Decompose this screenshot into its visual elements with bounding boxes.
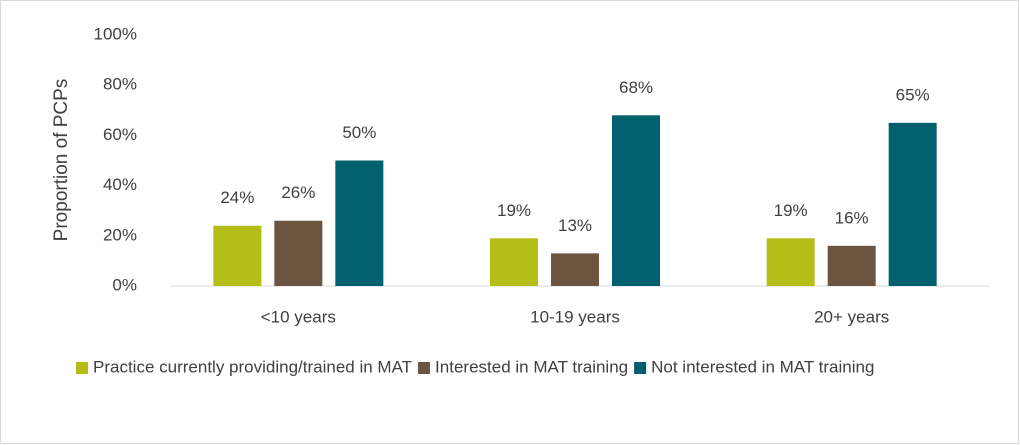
legend-swatch — [634, 362, 647, 374]
y-tick-label: 100% — [94, 24, 137, 43]
bar — [827, 245, 876, 286]
data-label: 26% — [281, 183, 315, 202]
y-axis-label: Proportion of PCPs — [51, 79, 72, 242]
x-tick-label: 10-19 years — [530, 307, 620, 326]
y-tick-label: 80% — [103, 75, 137, 94]
x-tick-label: 20+ years — [814, 307, 889, 326]
legend-label: Practice currently providing/trained in … — [93, 357, 412, 376]
y-tick-label: 40% — [103, 175, 137, 194]
y-tick-label: 20% — [103, 225, 137, 244]
data-label: 50% — [342, 123, 376, 142]
y-tick-label: 60% — [103, 125, 137, 144]
data-label: 65% — [896, 85, 930, 104]
x-tick-label: <10 years — [261, 307, 336, 326]
data-label: 13% — [558, 216, 592, 235]
data-label: 19% — [774, 201, 808, 220]
bar — [335, 160, 384, 286]
legend-swatch — [76, 362, 88, 374]
data-label: 19% — [497, 201, 531, 220]
bar — [490, 238, 538, 286]
bar — [612, 115, 660, 286]
data-label: 16% — [835, 208, 869, 227]
legend-swatch — [418, 362, 431, 374]
data-label: 68% — [619, 78, 653, 97]
y-tick-label: 0% — [112, 275, 137, 294]
bar — [274, 220, 323, 286]
bar — [551, 253, 599, 286]
bar — [766, 238, 815, 286]
legend-label: Interested in MAT training — [435, 357, 628, 376]
bar — [213, 225, 262, 286]
bar — [888, 122, 937, 286]
legend-label: Not interested in MAT training — [651, 357, 874, 376]
data-label: 24% — [220, 188, 254, 207]
